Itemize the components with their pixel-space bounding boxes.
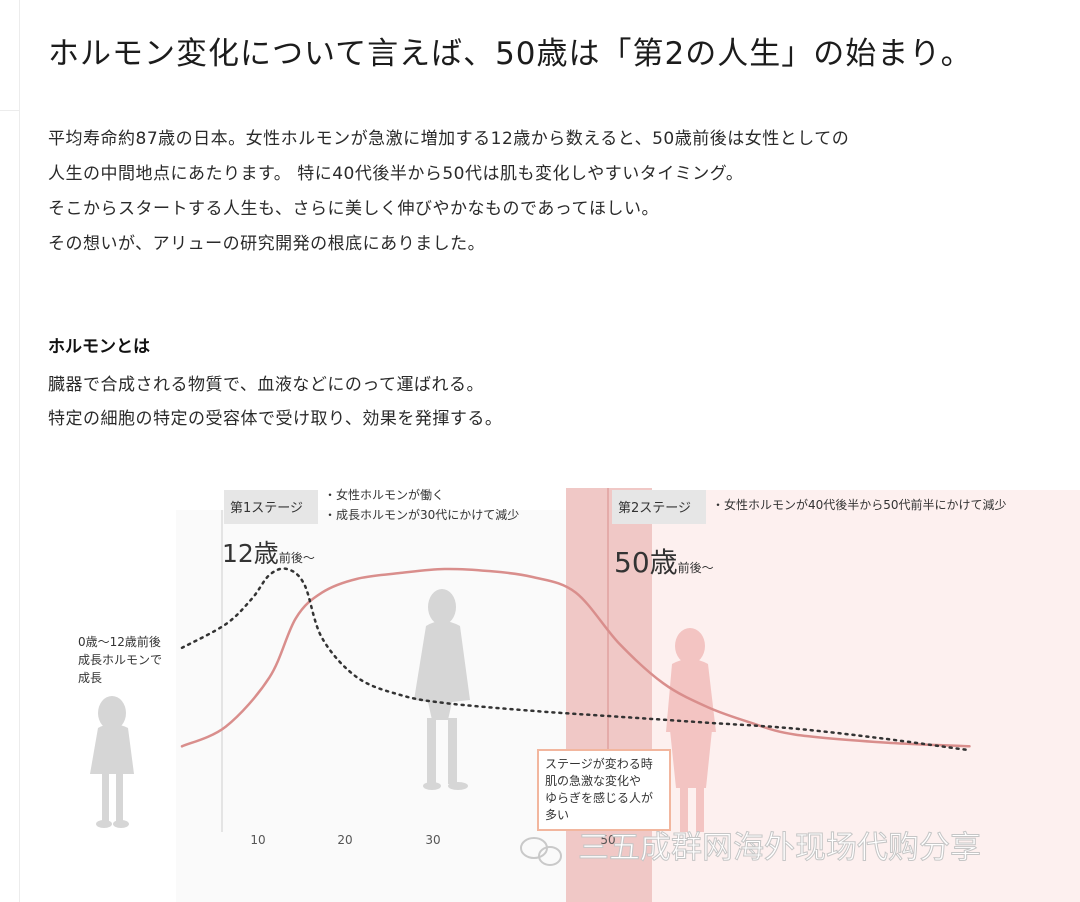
stage1-label: 第1ステージ (230, 501, 303, 516)
stage2-background (652, 490, 1080, 902)
hormone-chart: 第1ステージ ・女性ホルモンが働く ・成長ホルモンが30代にかけて減少 12歳前… (78, 487, 1080, 902)
intro-paragraph: 平均寿命約87歳の日本。女性ホルモンが急激に増加する12歳から数えると、50歳前… (48, 122, 849, 262)
stage2-age-suffix: 前後〜 (678, 560, 714, 575)
x-tick-label: 30 (425, 833, 440, 847)
childhood-note: 成長 (78, 671, 102, 685)
x-tick-label: 20 (337, 833, 352, 847)
child-silhouette (90, 696, 134, 828)
stage1-age: 12歳前後〜 (222, 539, 315, 568)
watermark-text: 三五成群网海外现场代购分享 (578, 830, 981, 866)
x-axis-ticks: 10 20 30 50 (250, 833, 615, 847)
intro-line: 平均寿命約87歳の日本。女性ホルモンが急激に増加する12歳から数えると、50歳前… (48, 129, 850, 149)
stage1-label-box (224, 490, 318, 524)
childhood-note: 成長ホルモンで (78, 653, 162, 667)
transition-band (566, 488, 652, 902)
plot-area-tint (176, 510, 566, 902)
intro-line: その想いが、アリューの研究開発の根底にありました。 (48, 234, 486, 254)
page-title: ホルモン変化について言えば、50歳は「第2の人生」の始まり。 (48, 36, 973, 72)
stage1-note: ・成長ホルモンが30代にかけて減少 (324, 507, 519, 522)
intro-line: そこからスタートする人生も、さらに美しく伸びやかなものであってほしい。 (48, 199, 659, 219)
growth-hormone-curve (180, 567, 971, 752)
adult-silhouette (414, 589, 470, 790)
watermark: 三五成群网海外现场代购分享 (520, 830, 982, 867)
stage1-note: ・女性ホルモンが働く (324, 487, 444, 502)
transition-note: ゆらぎを感じる人が (545, 790, 653, 805)
stage1-age-number: 12歳 (222, 539, 279, 568)
page-gutter-line (19, 0, 20, 902)
hormone-definition: 臓器で合成される物質で、血液などにのって運ばれる。 特定の細胞の特定の受容体で受… (48, 368, 502, 436)
definition-line: 臓器で合成される物質で、血液などにのって運ばれる。 (48, 375, 484, 395)
woman-silhouette (666, 628, 716, 832)
intro-line: 人生の中間地点にあたります。 特に40代後半から50代は肌も変化しやすいタイミン… (48, 164, 744, 184)
x-tick-label: 10 (250, 833, 265, 847)
stage2-note: ・女性ホルモンが40代後半から50代前半にかけて減少 (712, 497, 1007, 512)
page-gutter-tick (0, 110, 19, 111)
stage2-age: 50歳前後〜 (614, 546, 714, 579)
stage2-age-number: 50歳 (614, 546, 678, 579)
chart-backgrounds (176, 488, 1080, 902)
x-tick-label: 50 (600, 833, 615, 847)
childhood-note: 0歳〜12歳前後 (78, 634, 161, 649)
transition-callout-box (537, 749, 671, 831)
transition-note: 肌の急激な変化や (545, 773, 641, 788)
stage1-age-suffix: 前後〜 (279, 550, 315, 565)
wechat-icon (520, 837, 562, 866)
transition-note: ステージが変わる時 (545, 756, 653, 771)
stage2-label-box (612, 490, 706, 524)
definition-line: 特定の細胞の特定の受容体で受け取り、効果を発揮する。 (48, 409, 503, 429)
female-hormone-curve (180, 567, 971, 748)
hormone-definition-title: ホルモンとは (48, 337, 150, 357)
stage2-label: 第2ステージ (618, 501, 691, 516)
transition-note: 多い (545, 808, 569, 822)
